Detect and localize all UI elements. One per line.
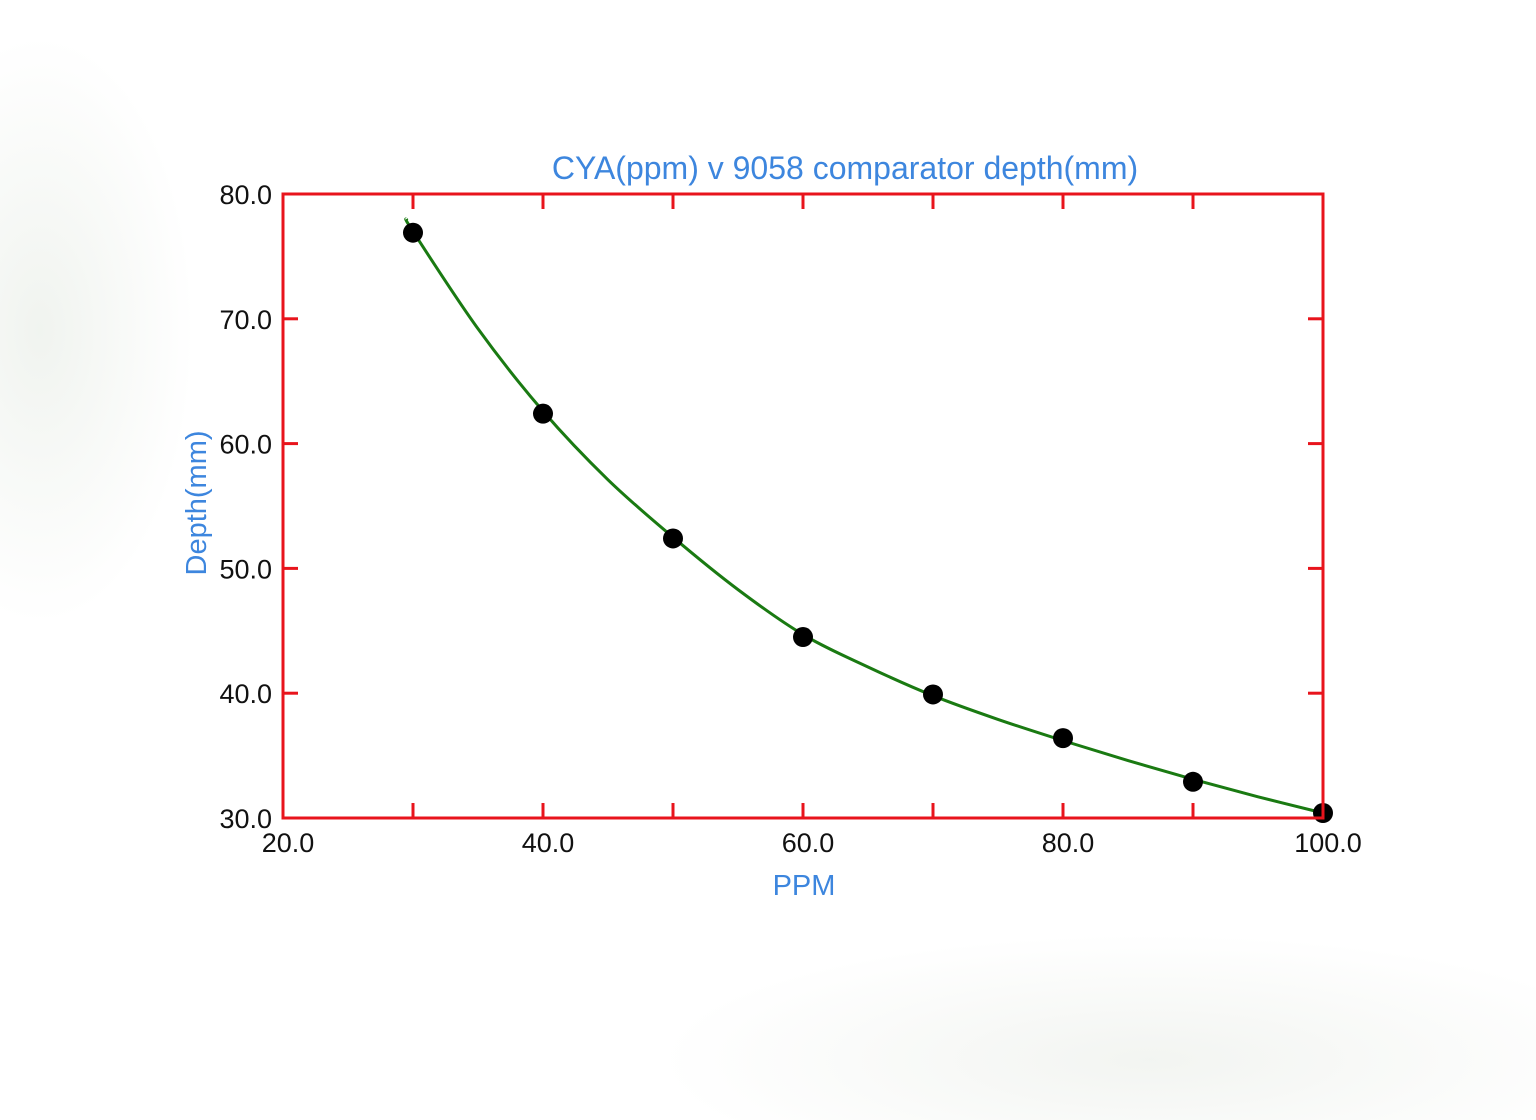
x-tick-label: 20.0 <box>262 828 315 858</box>
data-points <box>403 222 1333 824</box>
data-point <box>533 403 553 424</box>
data-point <box>1053 728 1073 749</box>
plot-frame <box>281 192 1325 820</box>
data-point <box>923 684 943 705</box>
y-axis-label: Depth(mm) <box>181 430 213 575</box>
fit-curve <box>404 217 1324 815</box>
x-tick-label: 80.0 <box>1042 828 1095 858</box>
x-axis-label: PPM <box>773 870 836 902</box>
tick-labels: 20.0 40.0 60.0 80.0 100.0 80.0 70.0 60.0 50.0 40.… <box>219 180 1361 858</box>
chart-title: CYA(ppm) v 9058 comparator depth(mm) <box>552 150 1138 186</box>
data-point <box>663 528 683 549</box>
axis-ticks <box>281 192 1325 820</box>
data-point <box>403 222 423 243</box>
x-tick-label: 100.0 <box>1294 828 1362 858</box>
y-tick-label: 80.0 <box>219 180 272 210</box>
y-tick-label: 60.0 <box>219 430 272 460</box>
x-tick-label: 60.0 <box>782 828 835 858</box>
data-point <box>793 627 813 648</box>
data-point <box>1183 771 1203 792</box>
x-tick-label: 40.0 <box>522 828 575 858</box>
y-tick-label: 40.0 <box>219 679 272 709</box>
y-tick-label: 30.0 <box>219 804 272 834</box>
y-tick-label: 70.0 <box>219 305 272 335</box>
y-tick-label: 50.0 <box>219 554 272 584</box>
